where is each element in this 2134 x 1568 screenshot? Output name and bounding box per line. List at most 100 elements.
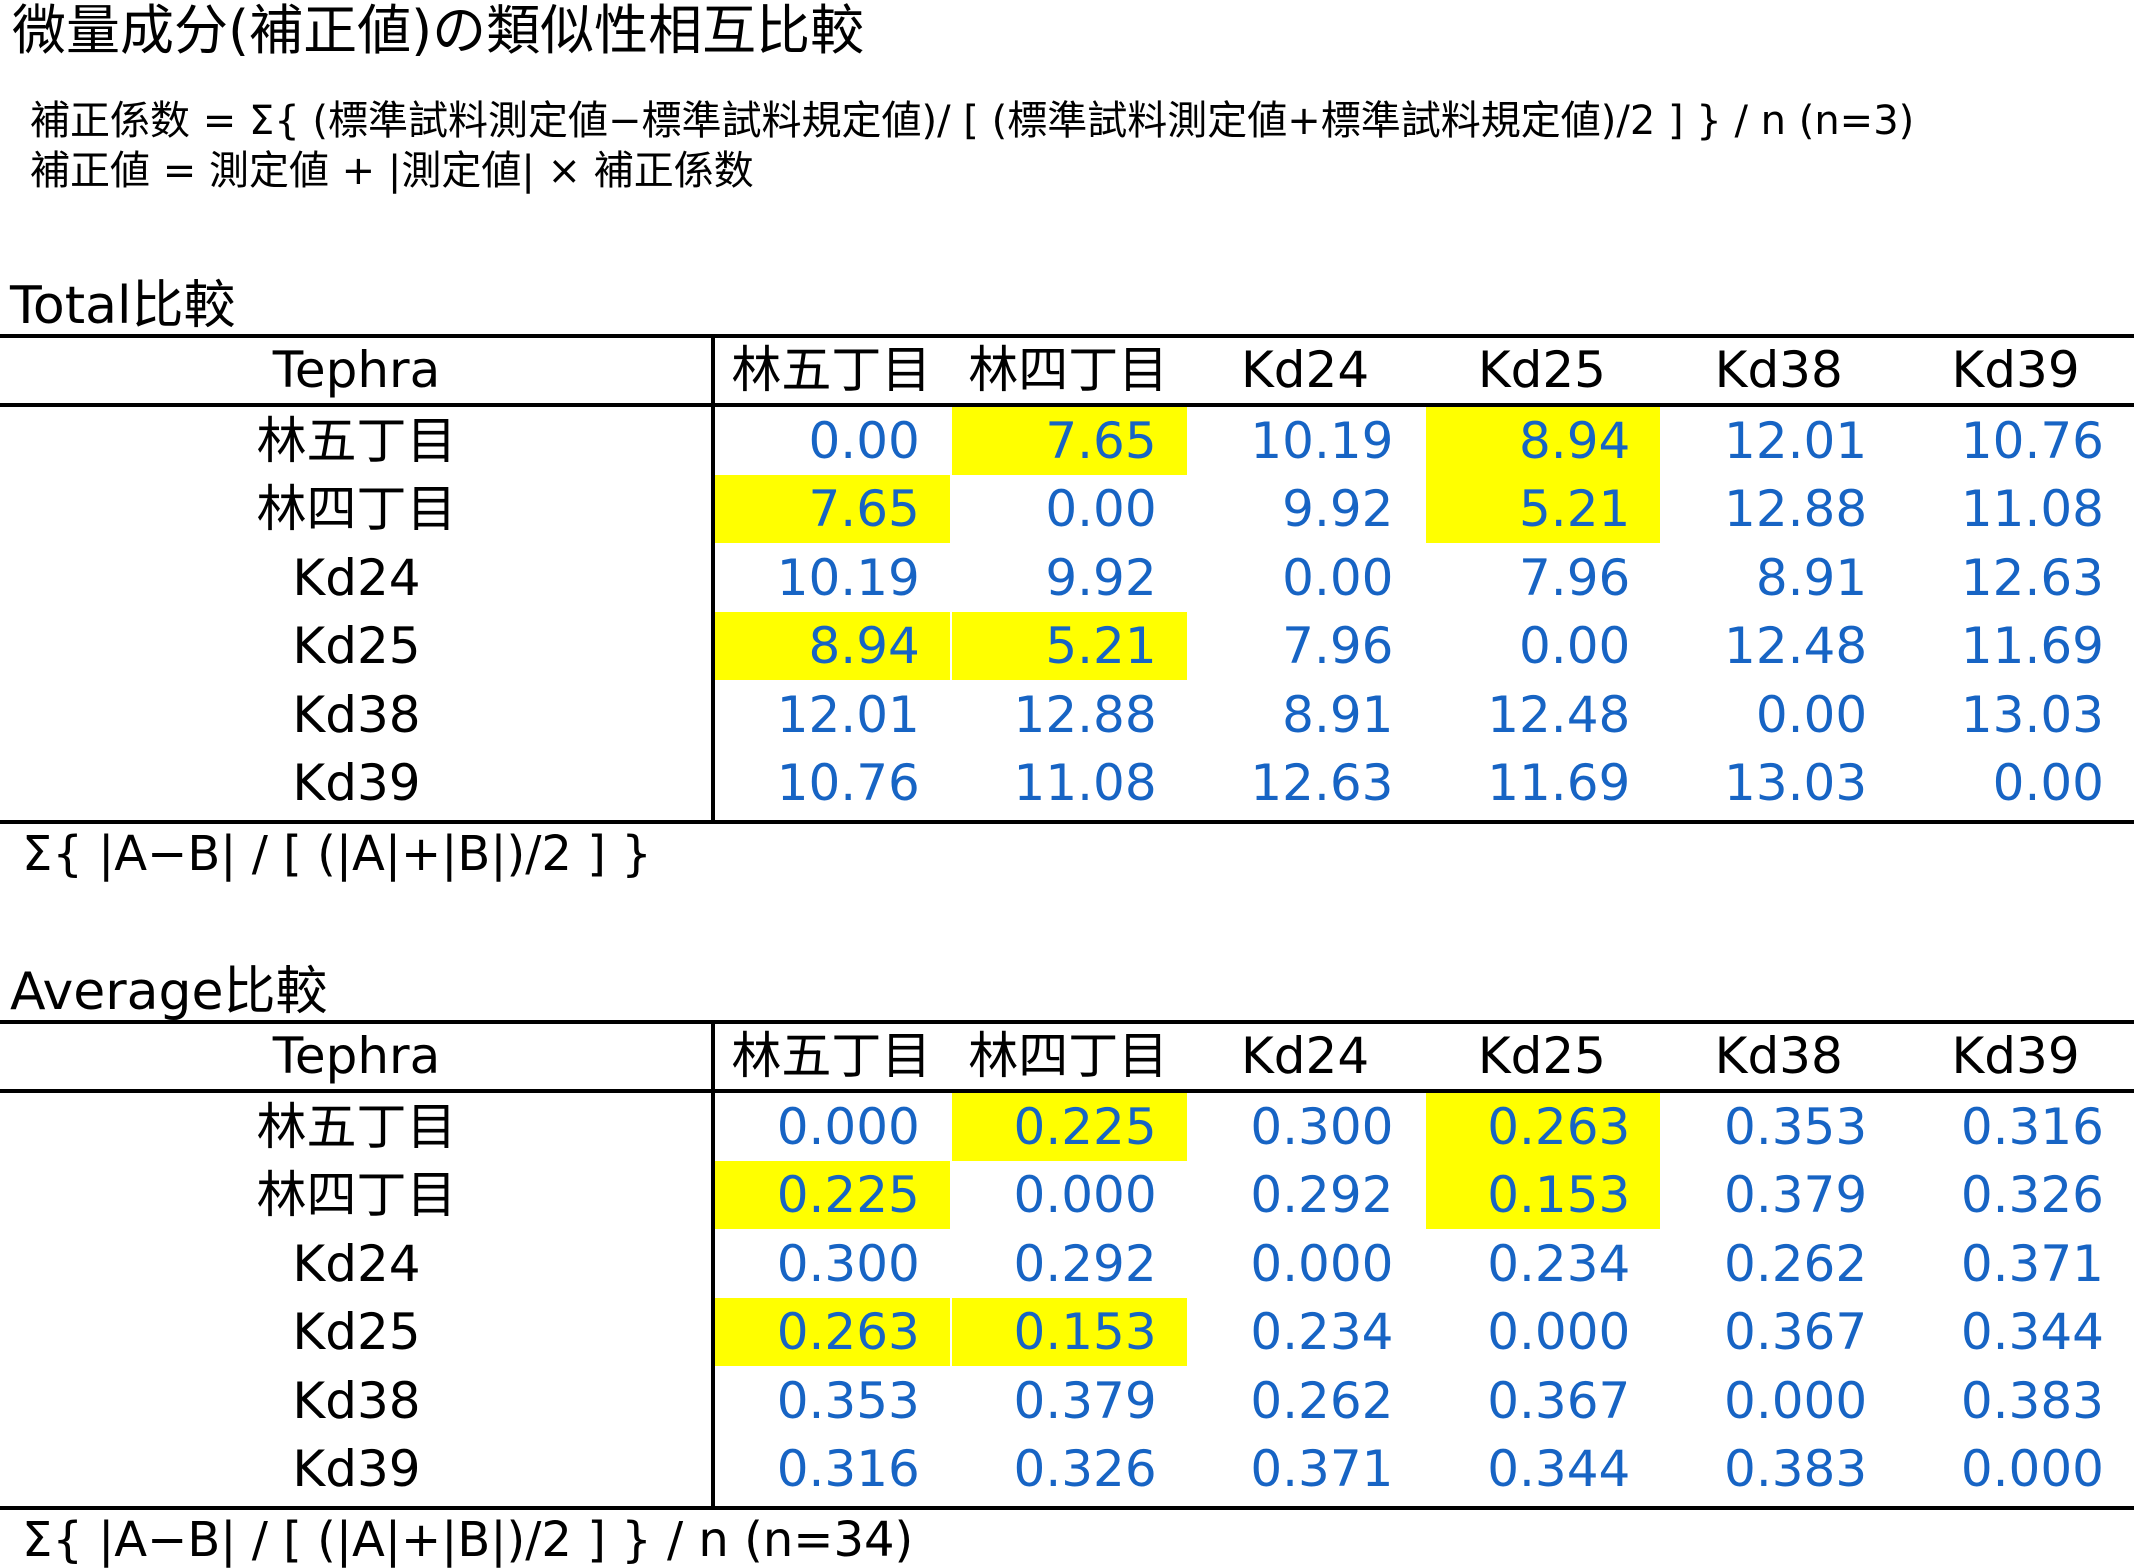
value-cell: 0.316: [776, 1440, 920, 1498]
row-header: Kd24: [292, 1234, 421, 1293]
value-cell: 0.371: [1250, 1440, 1394, 1498]
value-cell: 11.69: [1960, 617, 2104, 675]
column-header: Kd24: [1240, 341, 1370, 399]
value-cell: 0.000: [1960, 1440, 2104, 1498]
value-cell: 0.326: [1013, 1440, 1157, 1498]
table-rule: [0, 334, 2134, 338]
formula: 補正値 = 測定値 + |測定値| × 補正係数: [30, 148, 754, 194]
row-header: Kd38: [292, 1371, 421, 1430]
column-header: Tephra: [272, 341, 441, 399]
value-cell: 0.00: [808, 411, 920, 470]
value-cell: 0.263: [715, 1298, 950, 1366]
column-header: Kd24: [1240, 1027, 1370, 1085]
column-header: Kd25: [1477, 341, 1606, 399]
column-header: 林四丁目: [968, 1027, 1169, 1085]
value-cell: 0.263: [1425, 1092, 1661, 1161]
value-cell: 0.371: [1960, 1234, 2104, 1293]
value-cell: 0.344: [1487, 1440, 1631, 1498]
value-cell: 0.262: [1250, 1371, 1394, 1430]
column-rule: [711, 1020, 715, 1510]
value-cell: 13.03: [1724, 754, 1868, 812]
value-cell: 7.96: [1282, 617, 1394, 675]
value-cell: 12.88: [1724, 480, 1868, 538]
table-rule: [0, 819, 2134, 824]
value-cell: 10.19: [776, 548, 920, 607]
column-header: 林五丁目: [731, 1027, 932, 1085]
value-cell: 5.21: [1425, 475, 1661, 543]
column-header: Kd38: [1714, 1027, 1843, 1085]
value-cell: 0.326: [1960, 1166, 2104, 1224]
row-header: Kd39: [292, 754, 421, 812]
row-header: Kd25: [292, 617, 421, 675]
value-cell: 0.00: [1992, 754, 2104, 812]
value-cell: 0.000: [1487, 1303, 1631, 1361]
row-header: Kd39: [292, 1440, 421, 1498]
value-cell: 0.00: [1519, 617, 1631, 675]
value-cell: 0.367: [1724, 1303, 1868, 1361]
value-cell: 0.225: [951, 1092, 1187, 1161]
row-header: 林五丁目: [256, 1097, 457, 1156]
value-cell: 12.88: [1013, 685, 1157, 744]
value-cell: 12.48: [1724, 617, 1868, 675]
value-cell: 0.292: [1013, 1234, 1157, 1293]
value-cell: 0.292: [1250, 1166, 1394, 1224]
value-cell: 0.300: [776, 1234, 920, 1293]
value-cell: 5.21: [951, 612, 1187, 680]
value-cell: 0.225: [715, 1161, 950, 1229]
value-cell: 0.344: [1960, 1303, 2104, 1361]
table-note: Σ{ |A−B| / [ (|A|+|B|)/2 ] } / n (n=34): [22, 1511, 914, 1568]
value-cell: 8.94: [1425, 406, 1661, 475]
value-cell: 12.01: [776, 685, 920, 744]
column-header: Kd38: [1714, 341, 1843, 399]
table-rule: [0, 1088, 2134, 1093]
value-cell: 0.00: [1282, 548, 1394, 607]
column-header: Tephra: [272, 1027, 441, 1085]
value-cell: 10.19: [1250, 411, 1394, 470]
table-label: Total比較: [10, 276, 236, 336]
row-header: 林五丁目: [256, 411, 457, 470]
value-cell: 0.000: [1724, 1371, 1868, 1430]
value-cell: 0.153: [1425, 1161, 1661, 1229]
value-cell: 0.316: [1960, 1097, 2104, 1156]
value-cell: 0.234: [1250, 1303, 1394, 1361]
value-cell: 0.000: [776, 1097, 920, 1156]
value-cell: 8.91: [1282, 685, 1394, 744]
value-cell: 8.91: [1755, 548, 1868, 607]
value-cell: 0.383: [1724, 1440, 1868, 1498]
value-cell: 10.76: [776, 754, 920, 812]
value-cell: 0.379: [1724, 1166, 1868, 1224]
table-rule: [0, 1020, 2134, 1024]
value-cell: 0.379: [1013, 1371, 1157, 1430]
formula: 補正係数 = Σ{ (標準試料測定値−標準試料規定値)/ [ (標準試料測定値+…: [30, 98, 1915, 144]
table-note: Σ{ |A−B| / [ (|A|+|B|)/2 ] }: [22, 825, 652, 882]
value-cell: 7.96: [1519, 548, 1631, 607]
value-cell: 0.00: [1755, 685, 1868, 744]
sheet-title: 微量成分(補正値)の類似性相互比較: [12, 0, 865, 62]
value-cell: 0.383: [1960, 1371, 2104, 1430]
column-header: 林四丁目: [968, 341, 1169, 399]
column-header: Kd39: [1951, 341, 2080, 399]
row-header: Kd38: [292, 685, 421, 744]
column-header: Kd39: [1951, 1027, 2080, 1085]
value-cell: 9.92: [1282, 480, 1394, 538]
value-cell: 7.65: [951, 406, 1187, 475]
value-cell: 0.367: [1487, 1371, 1631, 1430]
value-cell: 0.300: [1250, 1097, 1394, 1156]
table-rule: [0, 1505, 2134, 1510]
value-cell: 12.01: [1724, 411, 1868, 470]
column-header: 林五丁目: [731, 341, 932, 399]
value-cell: 12.48: [1487, 685, 1631, 744]
value-cell: 8.94: [715, 612, 950, 680]
column-rule: [711, 334, 715, 824]
row-header: Kd25: [292, 1303, 421, 1361]
value-cell: 9.92: [1045, 548, 1157, 607]
value-cell: 0.000: [1013, 1166, 1157, 1224]
row-header: Kd24: [292, 548, 421, 607]
value-cell: 13.03: [1960, 685, 2104, 744]
value-cell: 11.69: [1487, 754, 1631, 812]
table-rule: [0, 402, 2134, 407]
row-header: 林四丁目: [256, 1166, 457, 1224]
value-cell: 0.234: [1487, 1234, 1631, 1293]
value-cell: 0.00: [1045, 480, 1157, 538]
